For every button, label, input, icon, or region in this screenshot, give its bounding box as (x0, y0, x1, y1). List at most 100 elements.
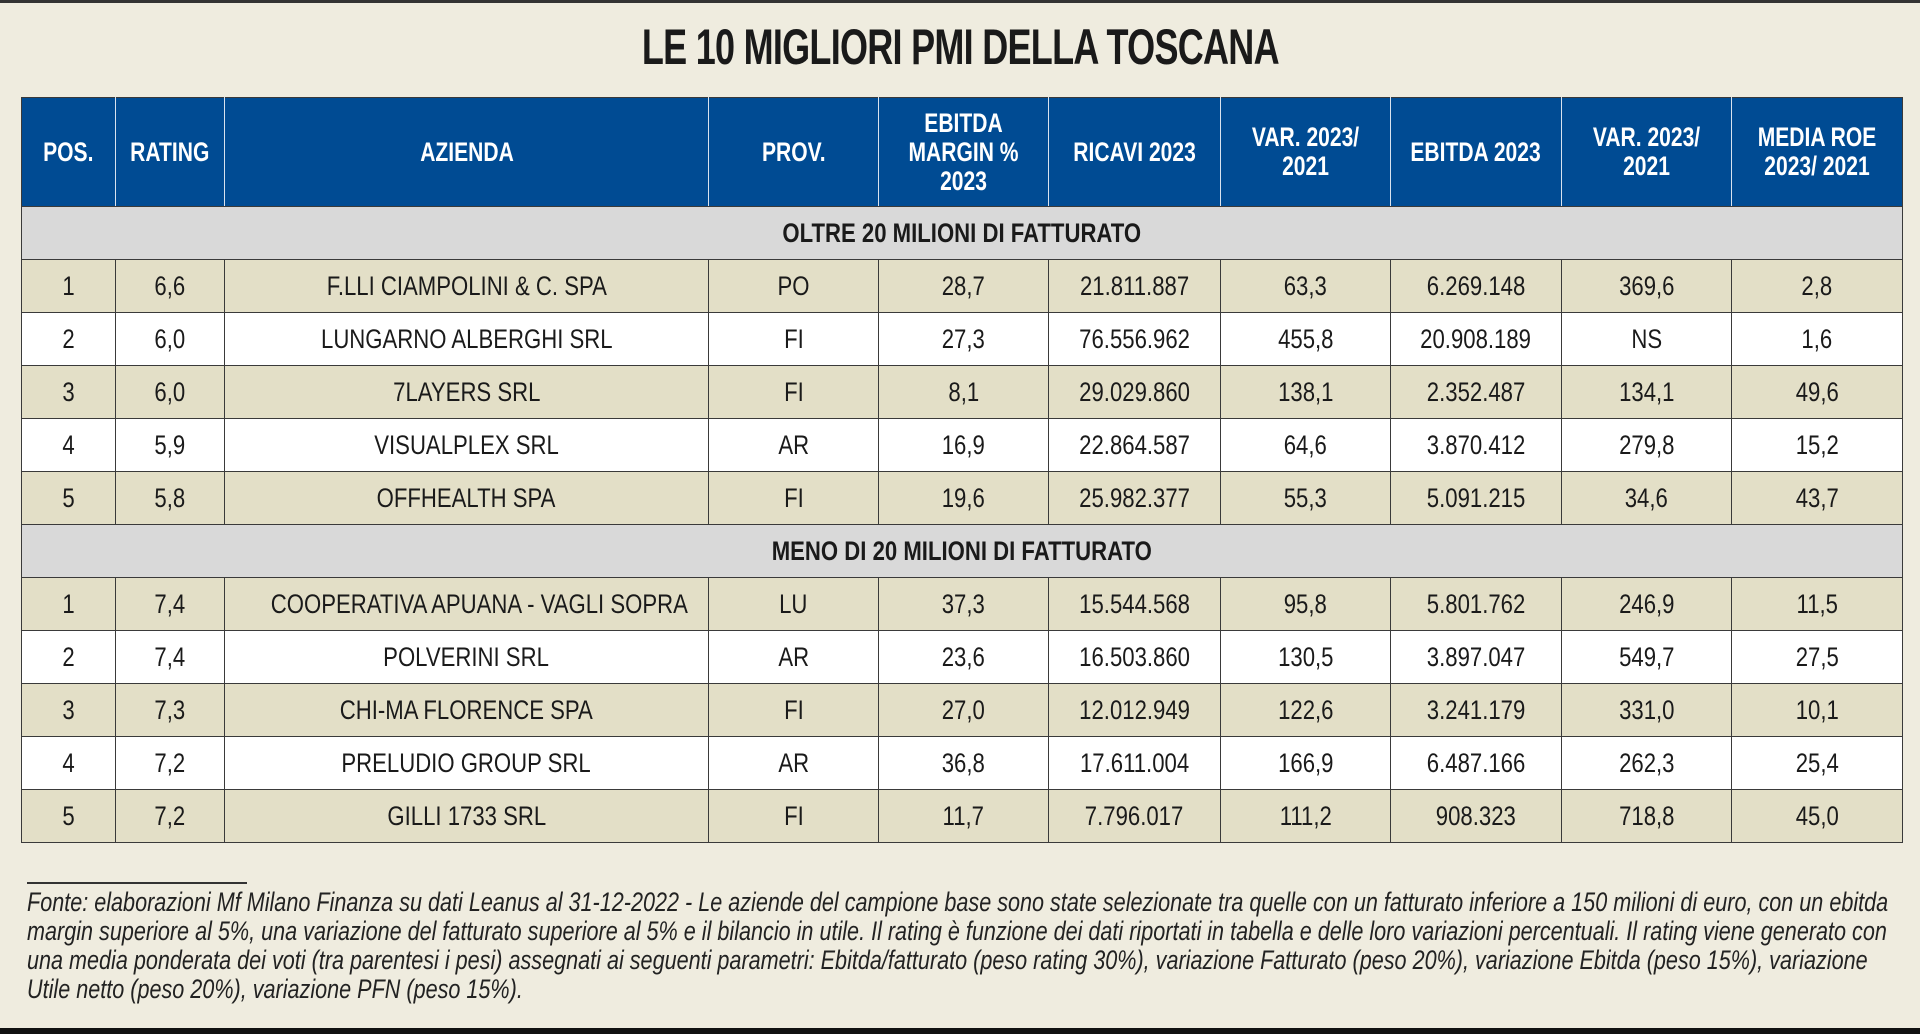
table-cell: FI (708, 683, 879, 737)
cell-value: 122,6 (1277, 694, 1334, 725)
column-header-label: EBITDA 2023 (1410, 136, 1542, 167)
cell-value: 908.323 (1435, 800, 1517, 831)
cell-value: LU (779, 588, 808, 619)
cell-value: 369,6 (1618, 270, 1675, 301)
table-cell: 3 (21, 365, 116, 419)
column-header: EBITDA 2023 (1390, 97, 1562, 207)
section-label: OLTRE 20 MILIONI DI FATTURATO (21, 206, 1903, 260)
cell-value: 3 (62, 376, 75, 407)
table-cell: 455,8 (1220, 312, 1391, 366)
cell-value: 23,6 (941, 641, 986, 672)
cell-value: 22.864.587 (1079, 429, 1190, 460)
table-cell: 130,5 (1220, 630, 1391, 684)
table-row: 1 7,4 COOPERATIVA APUANA - VAGLI SOPRA LU 37… (21, 577, 1903, 631)
table-cell: 3.870.412 (1390, 418, 1562, 472)
column-header-label: EBITDA MARGIN % 2023 (908, 107, 1019, 196)
cell-value: FI (783, 800, 804, 831)
table-cell: 6,0 (115, 312, 225, 366)
cell-value: 17.611.004 (1079, 747, 1190, 778)
cell-value: 11,5 (1796, 588, 1838, 619)
table-cell: 7,2 (115, 736, 225, 790)
cell-value: F.LLI CIAMPOLINI & C. SPA (326, 270, 607, 301)
cell-value: 76.556.962 (1079, 323, 1190, 354)
table-cell: 279,8 (1561, 418, 1732, 472)
page-title: LE 10 MIGLIORI PMI DELLA TOSCANA (0, 18, 1920, 76)
table-cell: VISUALPLEX SRL (224, 418, 709, 472)
cell-value: 5.091.215 (1426, 482, 1526, 513)
table-cell: 37,3 (878, 577, 1049, 631)
table-cell: 122,6 (1220, 683, 1391, 737)
table-cell: OFFHEALTH SPA (224, 471, 709, 525)
column-header: POS. (21, 97, 116, 207)
table-cell: 6.269.148 (1390, 259, 1562, 313)
table-cell: 10,1 (1731, 683, 1903, 737)
cell-value: 2.352.487 (1426, 376, 1526, 407)
cell-value: 27,5 (1795, 641, 1839, 672)
cell-value: 5.801.762 (1426, 588, 1526, 619)
cell-value: 15,2 (1795, 429, 1839, 460)
cell-value: 95,8 (1283, 588, 1328, 619)
table-cell: 43,7 (1731, 471, 1903, 525)
cell-value: PRELUDIO GROUP SRL (341, 747, 592, 778)
ranking-table: POS. RATING AZIENDA PROV. EBITDA MARGIN % 20… (21, 97, 1903, 843)
table-cell: FI (708, 365, 879, 419)
cell-value: 1 (62, 270, 75, 301)
cell-value: 5,9 (154, 429, 186, 460)
table-cell: PO (708, 259, 879, 313)
table-cell: 20.908.189 (1390, 312, 1562, 366)
cell-value: CHI-MA FLORENCE SPA (339, 694, 594, 725)
cell-value: 25,4 (1795, 747, 1839, 778)
cell-value: 10,1 (1795, 694, 1839, 725)
cell-value: 7,4 (154, 588, 186, 619)
table-cell: 6,0 (115, 365, 225, 419)
table-cell: NS (1561, 312, 1732, 366)
cell-value: 28,7 (941, 270, 986, 301)
table-cell: 246,9 (1561, 577, 1732, 631)
cell-value: 331,0 (1618, 694, 1675, 725)
table-body: OLTRE 20 MILIONI DI FATTURATO 1 6,6 F.LLI C… (21, 206, 1903, 843)
cell-value: 6.487.166 (1426, 747, 1526, 778)
table-cell: 21.811.887 (1048, 259, 1221, 313)
table-cell: 49,6 (1731, 365, 1903, 419)
table-row: 5 5,8 OFFHEALTH SPA FI 19,6 25.982.377 55,3 5.0… (21, 471, 1903, 525)
cell-value: COOPERATIVA APUANA - VAGLI SOPRA (270, 588, 688, 619)
table-cell: 549,7 (1561, 630, 1732, 684)
table-cell: 2 (21, 630, 116, 684)
table-cell: 34,6 (1561, 471, 1732, 525)
table-row: 4 7,2 PRELUDIO GROUP SRL AR 36,8 17.611.004 16… (21, 736, 1903, 790)
footnote: Fonte: elaborazioni Mf Milano Finanza su… (27, 887, 1889, 1004)
table-cell: 7,3 (115, 683, 225, 737)
table-cell: 25,4 (1731, 736, 1903, 790)
table-cell: 27,0 (878, 683, 1049, 737)
table-cell: FI (708, 312, 879, 366)
table-cell: POLVERINI SRL (224, 630, 709, 684)
cell-value: 130,5 (1277, 641, 1334, 672)
cell-value: AR (778, 641, 809, 672)
cell-value: POLVERINI SRL (383, 641, 550, 672)
table-cell: 8,1 (878, 365, 1049, 419)
section-label-text: MENO DI 20 MILIONI DI FATTURATO (771, 535, 1153, 566)
cell-value: 6,0 (154, 323, 186, 354)
cell-value: 16,9 (941, 429, 986, 460)
table-cell: 331,0 (1561, 683, 1732, 737)
table-cell: 2,8 (1731, 259, 1903, 313)
cell-value: GILLI 1733 SRL (387, 800, 546, 831)
cell-value: 138,1 (1277, 376, 1334, 407)
title-text: LE 10 MIGLIORI PMI DELLA TOSCANA (641, 19, 1279, 75)
cell-value: 16.503.860 (1079, 641, 1190, 672)
table-cell: 138,1 (1220, 365, 1391, 419)
column-header-label: RICAVI 2023 (1073, 136, 1196, 167)
table-cell: 5 (21, 471, 116, 525)
table-row: 4 5,9 VISUALPLEX SRL AR 16,9 22.864.587 64,6 3.… (21, 418, 1903, 472)
column-header-label: AZIENDA (419, 136, 514, 167)
table-cell: 3.897.047 (1390, 630, 1562, 684)
table-cell: AR (708, 418, 879, 472)
table-cell: 5 (21, 789, 116, 843)
cell-value: 27,0 (941, 694, 986, 725)
cell-value: 15.544.568 (1079, 588, 1190, 619)
table-cell: 55,3 (1220, 471, 1391, 525)
column-header-label: MEDIA ROE 2023/ 2021 (1757, 122, 1877, 181)
column-header-label: VAR. 2023/ 2021 (1251, 122, 1360, 181)
column-header: AZIENDA (224, 97, 709, 207)
cell-value: 5,8 (154, 482, 186, 513)
